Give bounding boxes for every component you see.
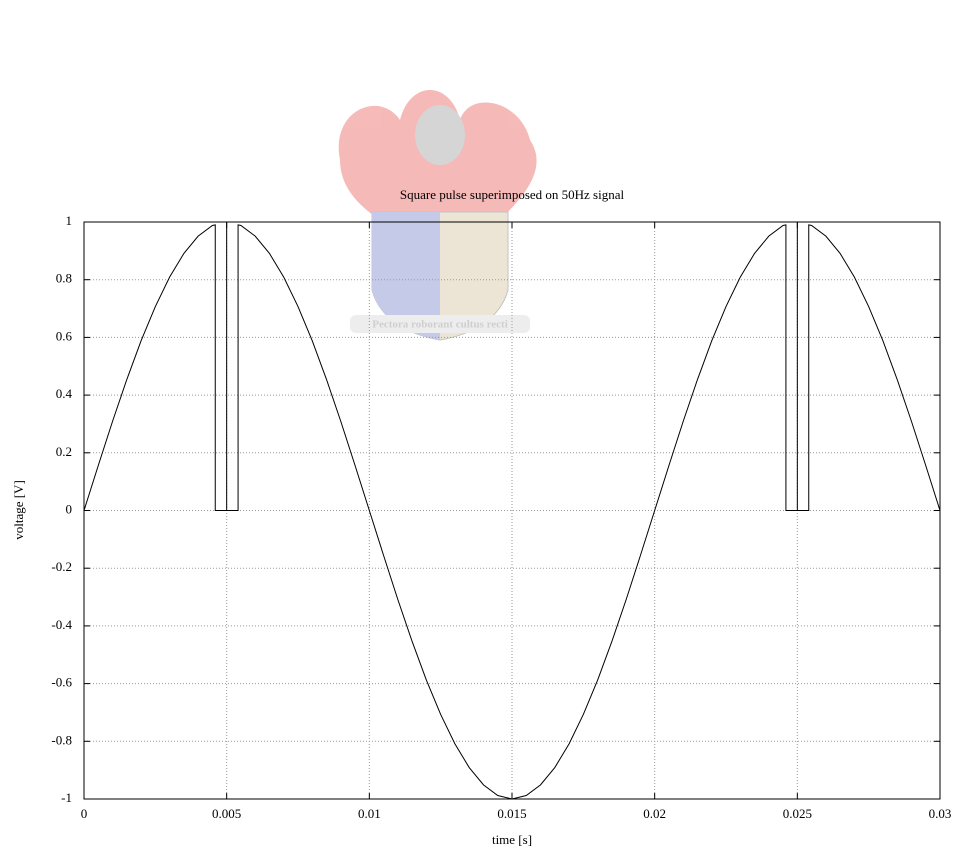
y-tick-label: -0.8 (51, 732, 72, 747)
y-tick-label: -0.4 (51, 617, 72, 632)
crest-helmet (415, 105, 465, 165)
crest-mantling (338, 90, 537, 230)
x-tick-label: 0 (81, 806, 88, 821)
watermark: Pectora roborant cultus recti (338, 90, 537, 341)
y-tick-label: -0.6 (51, 675, 72, 690)
crest-motto: Pectora roborant cultus recti (372, 319, 508, 331)
x-tick-label: 0.01 (358, 806, 381, 821)
x-tick-label: 0.005 (212, 806, 241, 821)
x-tick-label: 0.03 (929, 806, 952, 821)
y-axis-title: voltage [V] (11, 480, 26, 540)
y-tick-label: 1 (66, 213, 73, 228)
y-tick-label: 0.6 (56, 328, 73, 343)
y-tick-label: 0.2 (56, 444, 72, 459)
y-tick-label: 0 (66, 501, 73, 516)
y-tick-label: 0.4 (56, 386, 73, 401)
crest-shield (371, 211, 509, 341)
x-axis-title: time [s] (492, 832, 532, 847)
y-tick-label: 0.8 (56, 271, 72, 286)
x-tick-label: 0.015 (497, 806, 526, 821)
x-tick-label: 0.025 (783, 806, 812, 821)
x-tick-label: 0.02 (643, 806, 666, 821)
data-line (83, 222, 941, 800)
crest-shield-half (372, 212, 440, 340)
y-tick-label: -0.2 (51, 559, 72, 574)
y-tick-label: -1 (61, 790, 72, 805)
crest-scroll (350, 315, 530, 333)
chart-title: Square pulse superimposed on 50Hz signal (400, 187, 625, 202)
